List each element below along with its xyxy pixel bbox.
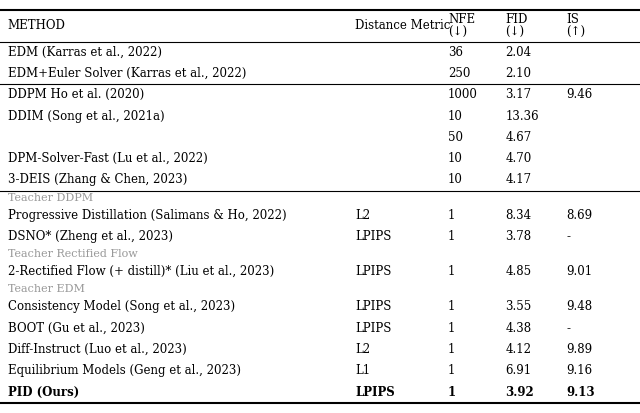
Text: 2.10: 2.10 bbox=[506, 67, 532, 80]
Text: LPIPS: LPIPS bbox=[355, 230, 392, 243]
Text: -: - bbox=[566, 322, 570, 335]
Text: L1: L1 bbox=[355, 364, 371, 377]
Text: Equilibrium Models (Geng et al., 2023): Equilibrium Models (Geng et al., 2023) bbox=[8, 364, 241, 377]
Text: EDM+Euler Solver (Karras et al., 2022): EDM+Euler Solver (Karras et al., 2022) bbox=[8, 67, 246, 80]
Text: 9.01: 9.01 bbox=[566, 265, 593, 278]
Text: 3.78: 3.78 bbox=[506, 230, 532, 243]
Text: 36: 36 bbox=[448, 46, 463, 59]
Text: Teacher DDPM: Teacher DDPM bbox=[8, 192, 93, 202]
Text: 9.16: 9.16 bbox=[566, 364, 593, 377]
Text: Distance Metric: Distance Metric bbox=[355, 19, 451, 33]
Text: 1: 1 bbox=[448, 364, 456, 377]
Text: (↓): (↓) bbox=[506, 26, 525, 39]
Text: 6.91: 6.91 bbox=[506, 364, 532, 377]
Text: 2.04: 2.04 bbox=[506, 46, 532, 59]
Text: 1: 1 bbox=[448, 209, 456, 222]
Text: EDM (Karras et al., 2022): EDM (Karras et al., 2022) bbox=[8, 46, 162, 59]
Text: BOOT (Gu et al., 2023): BOOT (Gu et al., 2023) bbox=[8, 322, 145, 335]
Text: DDPM Ho et al. (2020): DDPM Ho et al. (2020) bbox=[8, 88, 144, 101]
Text: 3-DEIS (Zhang & Chen, 2023): 3-DEIS (Zhang & Chen, 2023) bbox=[8, 173, 187, 186]
Text: LPIPS: LPIPS bbox=[355, 322, 392, 335]
Text: 3.55: 3.55 bbox=[506, 300, 532, 313]
Text: 13.36: 13.36 bbox=[506, 109, 540, 123]
Text: 4.67: 4.67 bbox=[506, 131, 532, 144]
Text: 9.46: 9.46 bbox=[566, 88, 593, 101]
Text: Consistency Model (Song et al., 2023): Consistency Model (Song et al., 2023) bbox=[8, 300, 235, 313]
Text: L2: L2 bbox=[355, 343, 371, 356]
Text: 2-Rectified Flow (+ distill)* (Liu et al., 2023): 2-Rectified Flow (+ distill)* (Liu et al… bbox=[8, 265, 274, 278]
Text: LPIPS: LPIPS bbox=[355, 385, 395, 399]
Text: 4.17: 4.17 bbox=[506, 173, 532, 186]
Text: 3.17: 3.17 bbox=[506, 88, 532, 101]
Text: 10: 10 bbox=[448, 152, 463, 165]
Text: LPIPS: LPIPS bbox=[355, 265, 392, 278]
Text: 8.69: 8.69 bbox=[566, 209, 593, 222]
Text: Diff-Instruct (Luo et al., 2023): Diff-Instruct (Luo et al., 2023) bbox=[8, 343, 186, 356]
Text: METHOD: METHOD bbox=[8, 19, 65, 33]
Text: 4.12: 4.12 bbox=[506, 343, 532, 356]
Text: NFE: NFE bbox=[448, 13, 475, 26]
Text: 1: 1 bbox=[448, 300, 456, 313]
Text: 10: 10 bbox=[448, 173, 463, 186]
Text: 1000: 1000 bbox=[448, 88, 478, 101]
Text: 4.38: 4.38 bbox=[506, 322, 532, 335]
Text: 50: 50 bbox=[448, 131, 463, 144]
Text: PID (Ours): PID (Ours) bbox=[8, 385, 79, 399]
Text: Teacher EDM: Teacher EDM bbox=[8, 284, 84, 294]
Text: FID: FID bbox=[506, 13, 528, 26]
Text: 4.70: 4.70 bbox=[506, 152, 532, 165]
Text: 9.89: 9.89 bbox=[566, 343, 593, 356]
Text: Progressive Distillation (Salimans & Ho, 2022): Progressive Distillation (Salimans & Ho,… bbox=[8, 209, 286, 222]
Text: 250: 250 bbox=[448, 67, 470, 80]
Text: (↑): (↑) bbox=[566, 26, 586, 39]
Text: 9.48: 9.48 bbox=[566, 300, 593, 313]
Text: 1: 1 bbox=[448, 385, 456, 399]
Text: DDIM (Song et al., 2021a): DDIM (Song et al., 2021a) bbox=[8, 109, 164, 123]
Text: 1: 1 bbox=[448, 322, 456, 335]
Text: 4.85: 4.85 bbox=[506, 265, 532, 278]
Text: 3.92: 3.92 bbox=[506, 385, 534, 399]
Text: -: - bbox=[566, 230, 570, 243]
Text: Teacher Rectified Flow: Teacher Rectified Flow bbox=[8, 249, 138, 259]
Text: (↓): (↓) bbox=[448, 26, 467, 39]
Text: 1: 1 bbox=[448, 343, 456, 356]
Text: LPIPS: LPIPS bbox=[355, 300, 392, 313]
Text: 1: 1 bbox=[448, 265, 456, 278]
Text: DSNO* (Zheng et al., 2023): DSNO* (Zheng et al., 2023) bbox=[8, 230, 173, 243]
Text: 10: 10 bbox=[448, 109, 463, 123]
Text: 8.34: 8.34 bbox=[506, 209, 532, 222]
Text: L2: L2 bbox=[355, 209, 371, 222]
Text: DPM-Solver-Fast (Lu et al., 2022): DPM-Solver-Fast (Lu et al., 2022) bbox=[8, 152, 207, 165]
Text: 1: 1 bbox=[448, 230, 456, 243]
Text: 9.13: 9.13 bbox=[566, 385, 595, 399]
Text: IS: IS bbox=[566, 13, 579, 26]
